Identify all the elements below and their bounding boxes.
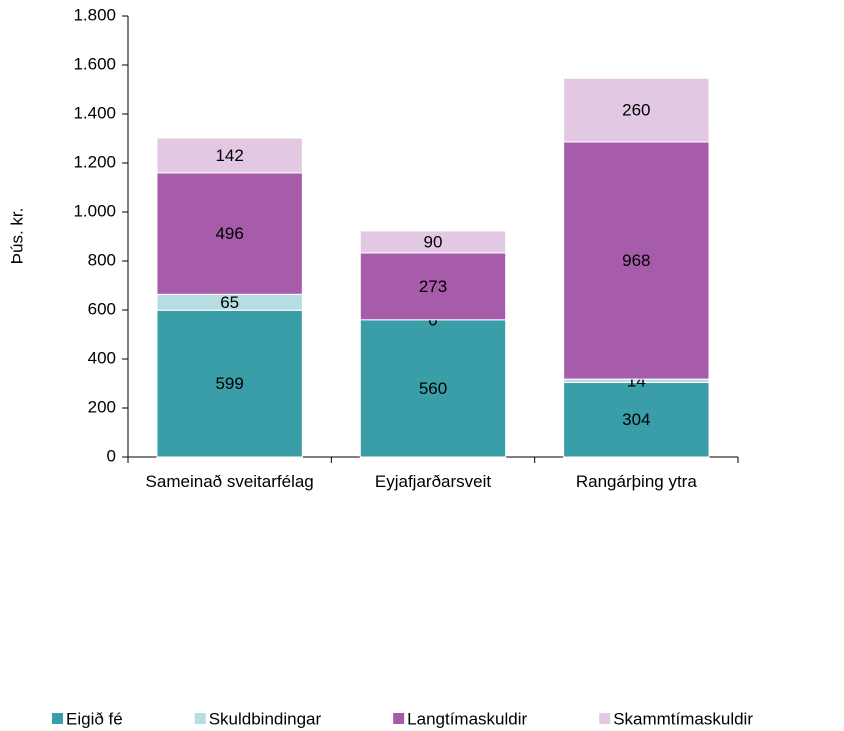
y-tick-label: 1.800 <box>73 5 116 24</box>
legend-swatch <box>194 713 206 724</box>
bar-segment <box>563 382 710 458</box>
data-label: 273 <box>419 277 447 296</box>
data-label: 496 <box>215 224 243 243</box>
data-label: 304 <box>622 410 650 429</box>
bar-segment <box>563 141 710 380</box>
bar-segment <box>359 230 507 254</box>
bar-segment <box>359 319 507 458</box>
legend-label: Langtímaskuldir <box>407 709 527 728</box>
bar-segment <box>359 252 507 321</box>
data-label: 599 <box>215 374 243 393</box>
legend-swatch <box>52 713 63 724</box>
y-tick-label: 600 <box>88 299 116 318</box>
bar-segment <box>156 137 303 174</box>
data-label: 560 <box>419 379 447 398</box>
y-tick-label: 1.600 <box>73 54 116 73</box>
bar-segment <box>156 172 303 295</box>
y-tick-label: 1.400 <box>73 103 116 122</box>
x-tick-label: Sameinað sveitarfélag <box>145 472 314 491</box>
legend-label: Skuldbindingar <box>209 709 322 728</box>
data-label: 260 <box>622 101 650 120</box>
data-label: 968 <box>622 251 650 270</box>
y-tick-label: 1.200 <box>73 152 116 171</box>
x-tick-label: Eyjafjarðarsveit <box>374 472 492 491</box>
legend-swatch <box>393 713 405 724</box>
bar-segment <box>156 309 303 458</box>
x-tick-label: Rangárþing ytra <box>575 472 697 491</box>
bar-segment <box>563 77 710 143</box>
data-label: 90 <box>424 232 443 251</box>
y-tick-label: 400 <box>88 348 116 367</box>
y-tick-label: 1.000 <box>73 201 116 220</box>
data-label: 65 <box>220 293 239 312</box>
data-label: 142 <box>215 146 243 165</box>
legend-label: Eigið fé <box>66 709 123 728</box>
y-tick-label: 200 <box>88 397 116 416</box>
y-tick-label: 0 <box>107 446 116 465</box>
legend-swatch <box>599 713 611 724</box>
y-tick-label: 800 <box>88 250 116 269</box>
legend-label: Skammtímaskuldir <box>613 709 753 728</box>
y-axis-label: Þús. kr. <box>7 208 26 265</box>
